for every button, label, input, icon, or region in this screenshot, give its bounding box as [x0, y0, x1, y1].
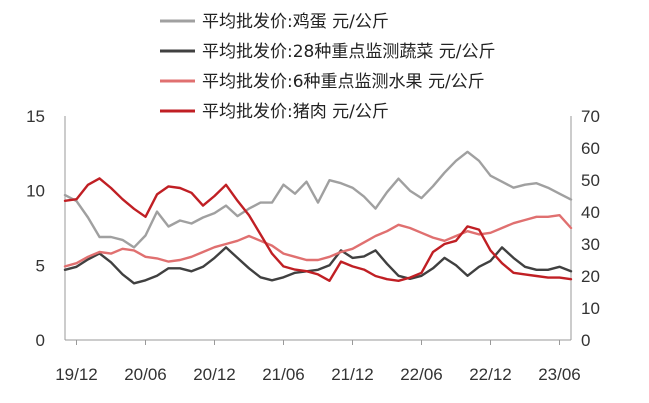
x-axis-tick-label: 20/06: [124, 365, 167, 384]
x-axis-tick-label: 20/12: [193, 365, 236, 384]
right-axis-tick-label: 70: [581, 107, 600, 126]
x-axis-tick-label: 21/06: [262, 365, 305, 384]
legend-label-3: 平均批发价:6种重点监测水果 元/公斤: [202, 72, 485, 92]
legend-label-1: 平均批发价:鸡蛋 元/公斤: [202, 12, 389, 32]
x-axis-tick-label: 22/06: [400, 365, 443, 384]
tick-labels: 0 5 10 15 0 10 20 30 40 50 60 70 19/12 20/06 20/12 21/0…: [26, 107, 600, 384]
right-axis-tick-label: 50: [581, 171, 600, 190]
series-line-1: [63, 150, 573, 249]
x-axis-tick-label: 21/12: [331, 365, 374, 384]
right-axis-tick-label: 0: [581, 331, 590, 350]
right-axis-tick-label: 60: [581, 139, 600, 158]
series-line-2: [63, 246, 573, 285]
series-line-4: [63, 177, 573, 282]
left-axis-tick-label: 5: [36, 256, 45, 275]
left-axis-tick-label: 0: [36, 331, 45, 350]
series-lines: [63, 150, 573, 285]
x-axis-tick-label: 19/12: [55, 365, 98, 384]
right-axis-tick-label: 20: [581, 267, 600, 286]
legend-label-4: 平均批发价:猪肉 元/公斤: [202, 102, 389, 122]
series-line-3: [63, 214, 573, 268]
right-axis-tick-label: 40: [581, 203, 600, 222]
legend-label-2: 平均批发价:28种重点监测蔬菜 元/公斤: [202, 42, 496, 62]
right-axis-tick-label: 30: [581, 235, 600, 254]
left-axis-tick-label: 10: [26, 182, 45, 201]
left-axis-tick-label: 15: [26, 107, 45, 126]
x-axis-tick-label: 22/12: [469, 365, 512, 384]
right-axis-tick-label: 10: [581, 299, 600, 318]
x-axis-tick-label: 23/06: [538, 365, 581, 384]
